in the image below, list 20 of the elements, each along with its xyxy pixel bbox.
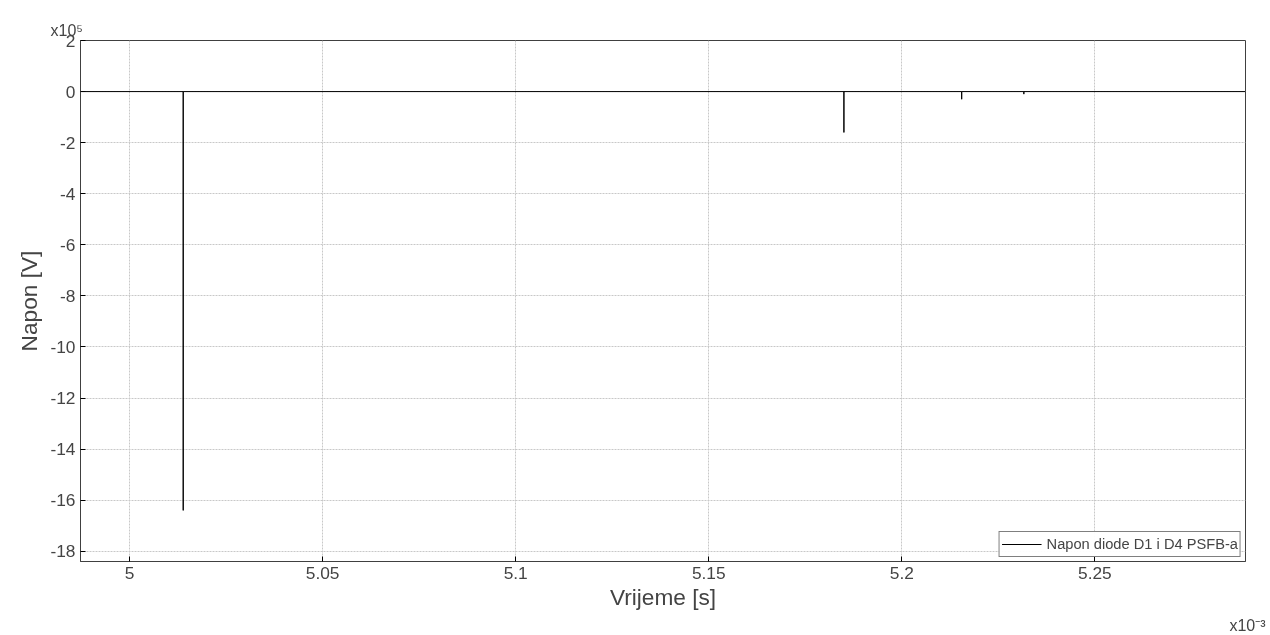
y-tick-label: -18 xyxy=(50,541,76,562)
y-axis-title: Napon [V] xyxy=(16,250,43,352)
x-axis-title: Vrijeme [s] xyxy=(609,583,717,610)
y-tick-label: -6 xyxy=(60,234,76,255)
y-tick-label: -14 xyxy=(50,439,76,460)
y-tick-label: -12 xyxy=(50,388,76,409)
x-tick-label: 5.1 xyxy=(503,562,528,583)
text: x10⁻³ xyxy=(1229,616,1267,634)
y-tick-label: 0 xyxy=(65,81,76,102)
x-tick-label: 5.2 xyxy=(889,562,914,583)
y-tick-label: -16 xyxy=(50,490,76,511)
x-tick-label: 5.05 xyxy=(305,562,340,583)
y-tick-label: -8 xyxy=(60,285,76,306)
legend-label: Napon diode D1 i D4 PSFB-a xyxy=(1046,536,1238,552)
x-tick-label: 5 xyxy=(124,562,135,583)
x-tick-label: 5.15 xyxy=(691,562,726,583)
y-tick-label: -4 xyxy=(60,183,76,204)
x-tick-label: 5.25 xyxy=(1078,562,1112,583)
y-tick-label: -2 xyxy=(60,132,76,153)
y-tick-label: -10 xyxy=(50,336,76,357)
